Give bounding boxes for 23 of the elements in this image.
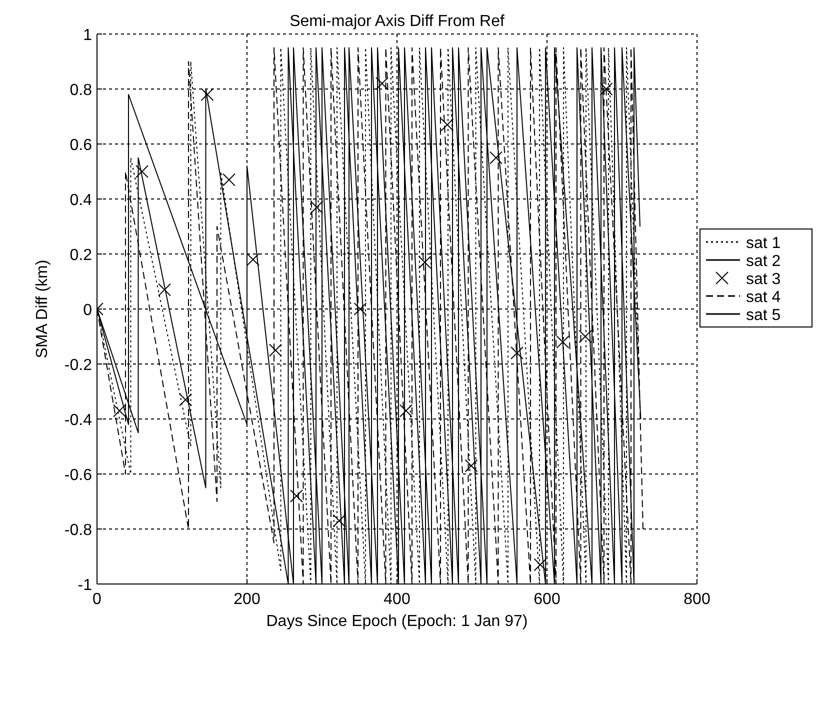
y-tick-label: -1 <box>78 577 92 594</box>
y-tick-label: -0.8 <box>64 522 92 539</box>
y-tick-label: 0.6 <box>70 137 92 154</box>
x-tick-label: 400 <box>384 591 410 608</box>
y-tick-label: 0 <box>83 302 92 319</box>
legend-label: sat 5 <box>746 307 781 324</box>
y-tick-label: -0.2 <box>64 357 92 374</box>
legend-label: sat 2 <box>746 253 781 270</box>
y-tick-label: -0.6 <box>64 467 92 484</box>
y-tick-label: 0.4 <box>70 192 92 209</box>
y-tick-label: 0.2 <box>70 247 92 264</box>
y-axis-title: SMA Diff (km) <box>34 260 51 358</box>
y-tick-label: -0.4 <box>64 412 92 429</box>
legend-label: sat 1 <box>746 235 781 252</box>
x-tick-label: 600 <box>534 591 560 608</box>
x-tick-label: 800 <box>684 591 710 608</box>
x-tick-label: 200 <box>234 591 260 608</box>
chart-title: Semi-major Axis Diff From Ref <box>290 13 505 30</box>
y-tick-label: 0.8 <box>70 82 92 99</box>
x-axis-title: Days Since Epoch (Epoch: 1 Jan 97) <box>266 613 528 630</box>
legend-label: sat 3 <box>746 271 781 288</box>
y-tick-label: 1 <box>83 27 92 44</box>
legend-label: sat 4 <box>746 289 781 306</box>
